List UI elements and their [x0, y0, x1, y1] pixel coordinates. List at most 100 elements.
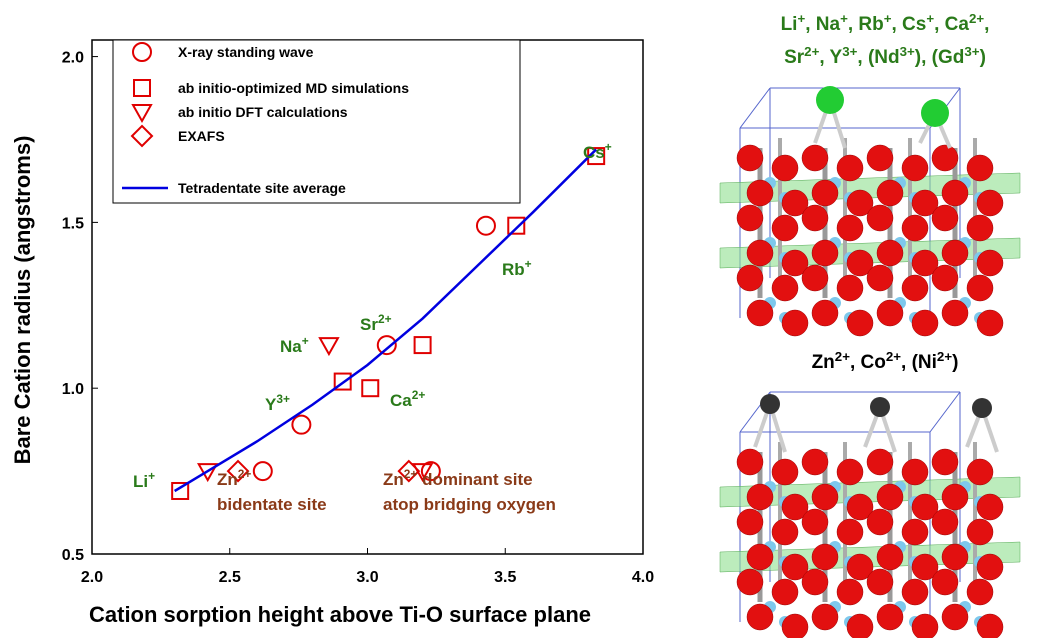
annotation-part: Zn [383, 470, 404, 489]
data-point [378, 336, 396, 354]
annotation-part: 3+ [276, 392, 290, 406]
y-tick-label: 0.5 [62, 547, 84, 564]
atom-o [977, 554, 1003, 580]
atom-o [967, 459, 993, 485]
atom-o [737, 569, 763, 595]
atom-adsorbate [816, 86, 844, 114]
atom-o [902, 579, 928, 605]
structure-label-part: ), [915, 47, 927, 68]
atom-o [967, 519, 993, 545]
x-tick-label: 4.0 [632, 569, 654, 586]
atom-o [877, 180, 903, 206]
data-point [477, 217, 495, 235]
bond [930, 392, 960, 432]
structure-label-part: Zn [812, 352, 835, 373]
atom-o [977, 250, 1003, 276]
atom-o [772, 459, 798, 485]
legend-label: ab initio-optimized MD simulations [178, 80, 409, 96]
atom-o [802, 205, 828, 231]
bond [740, 88, 770, 128]
atom-o [967, 579, 993, 605]
atom-o [942, 300, 968, 326]
annotation-part: Cs [583, 143, 605, 162]
atom-adsorbate [921, 99, 949, 127]
structure-label-part: Li [781, 14, 798, 35]
x-axis-label: Cation sorption height above Ti-O surfac… [89, 602, 591, 627]
structure-label-part: ) [952, 352, 958, 373]
atom-o [802, 449, 828, 475]
data-point [320, 338, 338, 354]
annotation-part: 2+ [238, 467, 252, 481]
atom-o [772, 155, 798, 181]
atom-o [747, 240, 773, 266]
annotation-part: Na [280, 337, 302, 356]
atom-o [967, 215, 993, 241]
figure: Cation sorption height above Ti-O surfac… [0, 0, 1051, 638]
structure-label: Li+, Na+, Rb+, Cs+, Ca2+, [781, 11, 990, 36]
atom-adsorbate [972, 398, 992, 418]
annotation-part: Sr [360, 315, 378, 334]
atom-o [837, 215, 863, 241]
x-tick-label: 2.5 [219, 569, 241, 586]
atom-o [812, 180, 838, 206]
atom-o [737, 145, 763, 171]
atom-o [877, 300, 903, 326]
y-tick-label: 1.5 [62, 215, 84, 232]
annotation-part: Zn [217, 470, 238, 489]
atom-o [902, 459, 928, 485]
structure-label-part: Rb [853, 14, 884, 35]
atom-o [877, 604, 903, 630]
atom-o [977, 310, 1003, 336]
atom-o [837, 579, 863, 605]
data-point [415, 337, 431, 353]
atom-o [772, 275, 798, 301]
y-tick-label: 2.0 [62, 50, 84, 67]
atom-o [902, 275, 928, 301]
annotation-part: + [302, 334, 309, 348]
atom-o [837, 459, 863, 485]
atom-o [812, 300, 838, 326]
structure-label-part: ) [980, 47, 986, 68]
annotation: Cs+ [583, 140, 612, 162]
atom-o [812, 484, 838, 510]
atom-o [772, 579, 798, 605]
atom-o [942, 240, 968, 266]
atom-o [782, 614, 808, 638]
y-axis-label: Bare Cation radius (angstroms) [10, 136, 35, 465]
annotation-part: Li [133, 472, 148, 491]
atom-o [812, 240, 838, 266]
atom-o [867, 205, 893, 231]
x-tick-label: 3.5 [494, 569, 516, 586]
annotation-part: dominant site [417, 470, 532, 489]
structure-label-part: (Gd [926, 47, 964, 68]
atom-o [847, 614, 873, 638]
crystal-structure [720, 392, 1020, 638]
annotation: Li+ [133, 469, 155, 491]
atom-o [737, 509, 763, 535]
structure-label-part: 2+ [835, 349, 850, 364]
atom-adsorbate [760, 394, 780, 414]
atom-o [747, 180, 773, 206]
structure-label-part: 3+ [964, 44, 979, 59]
structure-label-part: 2+ [969, 11, 984, 26]
structure-label: Zn2+, Co2+, (Ni2+) [812, 349, 959, 374]
atom-o [877, 240, 903, 266]
atom-o [737, 449, 763, 475]
structure-label-part: Sr [784, 47, 805, 68]
atom-o [837, 155, 863, 181]
annotation: Rb+ [502, 257, 532, 279]
structure-label: Sr2+, Y3+, (Nd3+), (Gd3+) [784, 44, 986, 69]
annotation: Ca2+ [390, 388, 425, 410]
atom-o [942, 484, 968, 510]
structure-label-part: Y [825, 47, 843, 68]
annotation: Na+ [280, 334, 309, 356]
structure-label-part: 3+ [842, 44, 857, 59]
atom-o [977, 190, 1003, 216]
atom-o [747, 604, 773, 630]
atom-o [932, 265, 958, 291]
annotation: bidentate site [217, 495, 327, 514]
annotation: Zn2+ dominant site [383, 467, 533, 489]
atom-o [902, 155, 928, 181]
atom-o [737, 205, 763, 231]
atom-o [802, 145, 828, 171]
